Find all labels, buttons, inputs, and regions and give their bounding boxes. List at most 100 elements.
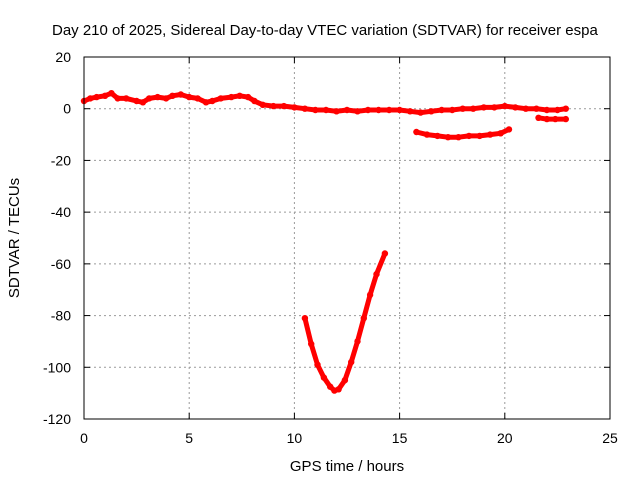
plot-frame [83, 56, 611, 420]
series-line-lower-branch-late [413, 126, 512, 140]
data-point [354, 108, 361, 115]
data-point [543, 115, 551, 123]
data-point [562, 105, 569, 112]
data-point [470, 105, 477, 112]
data-point [333, 108, 340, 115]
data-point [236, 92, 243, 100]
data-point [343, 106, 351, 114]
data-point [552, 115, 559, 123]
data-point [169, 92, 176, 100]
data-point [312, 106, 319, 114]
x-axis-title: GPS time / hours [290, 458, 404, 475]
series-line-end-branch [536, 115, 569, 122]
data-point [301, 105, 309, 112]
data-point [291, 104, 298, 111]
data-point [366, 291, 374, 299]
data-point [497, 130, 504, 137]
x-tick-label: 25 [602, 430, 618, 446]
data-point [244, 93, 252, 101]
data-point [251, 97, 258, 105]
data-point [348, 358, 355, 366]
data-point [177, 91, 184, 98]
y-tick-label: -120 [43, 411, 71, 427]
data-point [322, 106, 330, 114]
data-point [314, 361, 321, 368]
data-point [122, 95, 130, 102]
data-point [114, 95, 121, 102]
series-layer [80, 90, 569, 394]
data-point [308, 340, 315, 348]
data-point [381, 250, 389, 257]
data-point [417, 109, 424, 116]
data-point [139, 99, 147, 106]
x-tick-label: 5 [185, 430, 193, 446]
data-point [217, 95, 224, 102]
x-tick-label: 10 [287, 430, 303, 446]
x-tick-label: 15 [392, 430, 408, 446]
chart-title: Day 210 of 2025, Sidereal Day-to-day VTE… [52, 22, 598, 39]
data-point [428, 108, 435, 115]
data-point [108, 90, 115, 97]
y-axis-title: SDTVAR / TECUs [6, 178, 23, 298]
data-point [535, 114, 542, 122]
data-point [512, 104, 519, 111]
data-point [360, 315, 367, 322]
data-point [491, 104, 498, 111]
data-point [186, 93, 193, 101]
data-point [209, 97, 216, 105]
y-tick-label: -40 [51, 204, 71, 220]
data-point [87, 95, 94, 102]
data-point [465, 132, 473, 140]
data-point [270, 102, 277, 110]
data-point [444, 134, 452, 141]
data-point [522, 105, 529, 112]
data-point [554, 106, 561, 114]
data-point [228, 93, 235, 101]
data-point [327, 383, 334, 390]
data-point [505, 126, 513, 133]
data-point [385, 106, 393, 114]
data-point [455, 134, 462, 141]
data-point [93, 93, 100, 101]
y-tick-label: 20 [55, 49, 71, 65]
data-point [459, 105, 466, 112]
x-tick-label: 20 [497, 430, 513, 446]
data-point [562, 115, 569, 123]
data-point [423, 131, 431, 138]
data-point [146, 95, 153, 102]
data-point [202, 99, 210, 106]
data-point [486, 131, 494, 138]
data-point [335, 386, 342, 393]
data-point [373, 271, 380, 278]
data-point [449, 106, 456, 114]
data-point [501, 102, 508, 110]
axis-ticks: 0 5 10 15 20 25 20 0 -20 -40 -60 -80 -100 -120 [43, 49, 618, 446]
data-point [101, 92, 109, 100]
x-tick-label: 0 [80, 430, 88, 446]
y-tick-label: -20 [51, 152, 71, 168]
y-tick-label: -60 [51, 256, 71, 272]
series-line-v-shaped-dip [302, 251, 388, 394]
data-point [364, 106, 372, 114]
data-point [259, 101, 266, 109]
data-point [154, 93, 161, 101]
data-point [476, 132, 483, 140]
data-point [533, 105, 540, 112]
data-point [301, 315, 309, 322]
data-point [280, 102, 288, 110]
data-point [434, 132, 441, 140]
data-point [480, 104, 487, 111]
data-point [375, 106, 382, 114]
y-tick-label: 0 [63, 101, 71, 117]
data-point [133, 97, 140, 105]
data-point [543, 106, 551, 114]
y-tick-label: -100 [43, 359, 71, 375]
grid-lines [84, 57, 610, 419]
data-point [438, 106, 445, 114]
data-point [162, 95, 170, 102]
data-point [406, 108, 414, 115]
data-point [194, 95, 201, 102]
y-tick-label: -80 [51, 308, 71, 324]
data-point [396, 106, 403, 114]
